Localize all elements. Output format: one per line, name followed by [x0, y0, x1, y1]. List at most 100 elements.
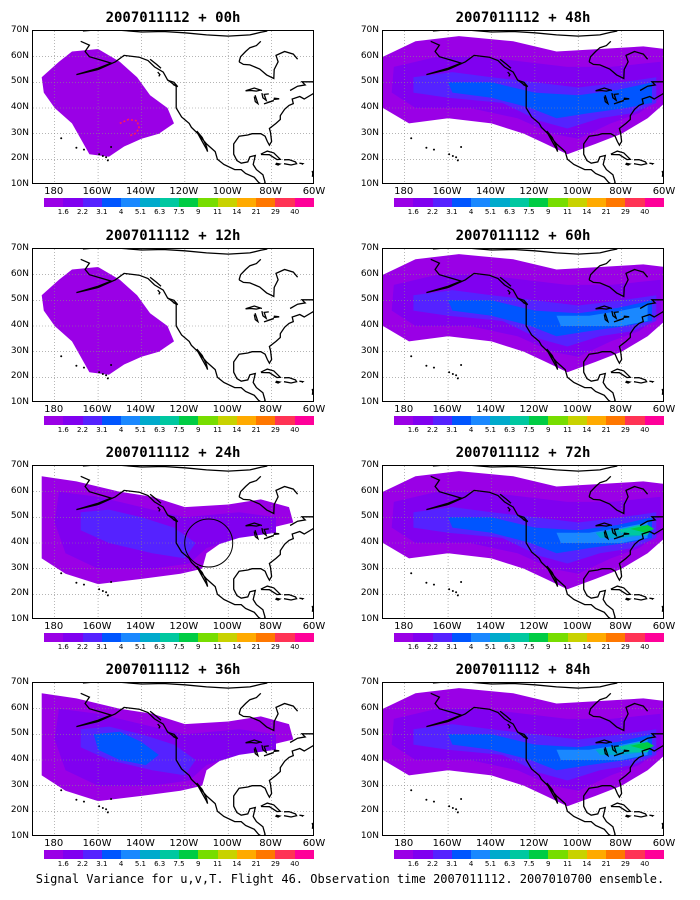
latitude-label: 20N [10, 153, 29, 164]
longitude-label: 120W [169, 404, 199, 415]
colorbar-label: 9 [196, 208, 201, 216]
coastline [625, 597, 632, 601]
colorbar-label: 2.2 [426, 643, 439, 651]
latitude-label: 40N [360, 102, 379, 112]
longitude-label: 120W [169, 838, 199, 849]
coastline [639, 299, 663, 310]
colorbar-label: 14 [232, 643, 242, 651]
colorbar-label: 3.1 [446, 208, 458, 216]
coastline [233, 745, 313, 835]
colorbar-label: 40 [290, 208, 300, 216]
colorbar-swatch [101, 850, 122, 859]
colorbar-label: 11 [213, 643, 223, 651]
coastline [517, 514, 529, 523]
island [410, 355, 413, 358]
coastline [661, 170, 663, 177]
coastline [613, 534, 625, 540]
island [75, 581, 78, 584]
variance-region [448, 82, 652, 119]
island [432, 583, 435, 586]
longitude-label: 180 [394, 404, 414, 415]
latitude-label: 40N [10, 320, 29, 330]
colorbar-label: 7.5 [523, 643, 535, 651]
latitude-label: 50N [10, 728, 29, 739]
island [110, 364, 113, 367]
coastline [595, 739, 613, 744]
colorbar-swatch [82, 198, 102, 207]
island [432, 800, 435, 803]
variance-region [93, 731, 159, 766]
coastline [507, 506, 511, 512]
colorbar-label: 29 [270, 426, 280, 434]
coastline [261, 310, 269, 321]
colorbar [44, 633, 314, 642]
map-panel [382, 682, 664, 836]
island [460, 146, 463, 149]
coastline [588, 485, 649, 515]
coastline [517, 731, 529, 740]
coastline [625, 162, 632, 166]
colorbar-swatch [44, 198, 64, 207]
island [101, 589, 104, 592]
colorbar-swatch [625, 416, 645, 425]
colorbar-swatch [82, 633, 102, 642]
longitude-label: 100W [212, 838, 242, 849]
colorbar-swatch [140, 198, 160, 207]
colorbar-swatch [625, 850, 645, 859]
coastline [238, 50, 299, 80]
colorbar-label: 6.3 [154, 860, 166, 868]
colorbar-swatch [606, 850, 626, 859]
colorbar-swatch [256, 633, 276, 642]
coastline [588, 258, 612, 280]
colorbar-label: 14 [232, 860, 242, 868]
colorbar-swatch [606, 633, 626, 642]
island [75, 798, 78, 801]
colorbar-swatch [490, 198, 510, 207]
coastline [275, 814, 282, 818]
coastline [595, 522, 613, 527]
coastline [167, 731, 179, 740]
island [98, 805, 101, 808]
colorbar-swatch [509, 633, 529, 642]
coastline [603, 529, 610, 541]
island [60, 572, 63, 575]
latitude-label: 50N [10, 76, 29, 87]
coastline [299, 814, 305, 818]
colorbar-swatch [509, 416, 529, 425]
latitude-label: 40N [10, 537, 29, 547]
coastline [649, 380, 655, 384]
latitude-label: 60N [360, 485, 379, 496]
coastline [426, 475, 611, 618]
map-panel [32, 248, 314, 402]
variance-map [33, 31, 313, 183]
latitude-label: 70N [10, 677, 29, 687]
island [110, 146, 113, 149]
coastline [613, 317, 625, 323]
coastline [610, 150, 632, 161]
coastline [432, 249, 618, 255]
colorbar-swatch [413, 416, 433, 425]
coastline [517, 297, 529, 306]
coastline [603, 312, 610, 324]
colorbar-label: 2.2 [426, 208, 439, 216]
latitude-label: 40N [10, 102, 29, 112]
longitude-label: 180 [44, 404, 64, 415]
longitude-label: 100W [562, 186, 592, 197]
colorbar-label: 14 [582, 643, 592, 651]
longitude-label: 80W [259, 621, 282, 632]
colorbar-swatch [82, 850, 102, 859]
island [60, 355, 63, 358]
colorbar-swatch [236, 850, 257, 859]
colorbar-label: 11 [213, 860, 223, 868]
latitude-label: 50N [10, 294, 29, 305]
colorbar-swatch [548, 416, 568, 425]
colorbar-label: 40 [290, 643, 300, 651]
coastline [275, 162, 282, 166]
coastline [263, 99, 275, 105]
colorbar-swatch [490, 633, 510, 642]
colorbar-swatch [236, 198, 257, 207]
colorbar-label: 3.1 [96, 643, 108, 651]
colorbar-label: 4 [468, 860, 474, 868]
colorbar-swatch [509, 198, 529, 207]
island [460, 364, 463, 367]
